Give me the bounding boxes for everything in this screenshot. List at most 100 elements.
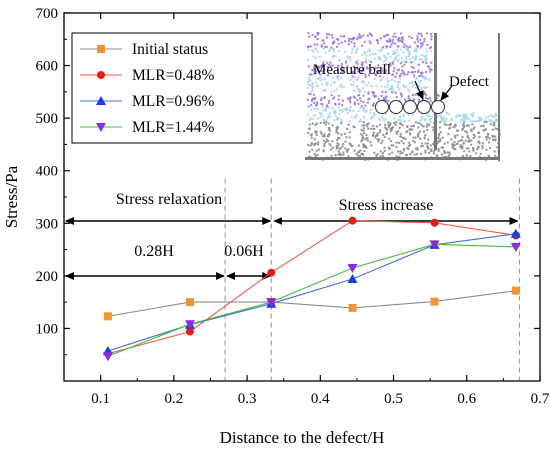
inset-particle: [462, 119, 465, 122]
inset-particle: [313, 43, 316, 46]
inset-particle: [355, 51, 358, 55]
inset-particle: [384, 112, 387, 116]
inset-particle: [417, 32, 420, 35]
inset-particle: [331, 36, 334, 39]
inset-particle: [374, 73, 378, 77]
inset-particle: [353, 96, 357, 100]
inset-particle: [444, 151, 447, 154]
inset-particle: [329, 148, 333, 151]
inset-particle: [412, 139, 415, 143]
data-point: [266, 298, 277, 308]
inset-particle: [437, 115, 440, 118]
inset-particle: [349, 96, 352, 99]
inset-measure-ball: [389, 100, 403, 114]
data-point: [103, 312, 112, 321]
inset-particle: [430, 49, 433, 53]
legend: Initial status MLR=0.48% MLR=0.96% MLR=1.44…: [71, 32, 253, 144]
inset-particle: [419, 81, 422, 84]
inset-particle: [382, 118, 385, 121]
inset-particle: [394, 91, 397, 95]
inset-particle: [402, 142, 405, 145]
inset-particle: [437, 149, 440, 153]
inset-particle: [318, 55, 321, 58]
inset-particle: [368, 50, 372, 53]
inset-particle: [395, 145, 398, 149]
inset-particle: [314, 96, 317, 100]
inset-particle: [406, 73, 409, 76]
inset-particle: [314, 57, 318, 60]
inset-particle: [388, 38, 391, 41]
inset-particle: [331, 76, 335, 79]
inset-particle: [316, 153, 319, 157]
inset-particle: [410, 65, 414, 69]
inset-particle: [315, 47, 318, 51]
inset-particle: [327, 134, 330, 138]
inset-particle: [440, 153, 444, 156]
inset-particle: [311, 69, 314, 72]
legend-label: MLR=1.44%: [132, 119, 214, 136]
inset-particle: [395, 72, 398, 75]
inset-particle: [340, 41, 343, 44]
inset-particle: [362, 34, 365, 37]
inset-particle: [360, 70, 363, 73]
data-point: [184, 320, 195, 330]
data-point: [185, 298, 194, 307]
inset-particle: [315, 85, 318, 88]
inset-particle: [340, 65, 344, 68]
inset-particle: [356, 151, 360, 154]
inset-particle: [407, 51, 411, 54]
inset-particle: [419, 45, 423, 48]
inset-particle: [471, 146, 475, 150]
inset-particle: [383, 67, 386, 70]
inset-particle: [383, 71, 386, 75]
inset-particle: [384, 90, 388, 94]
inset-particle: [451, 143, 455, 146]
inset-particle: [364, 145, 367, 148]
inset-particle: [368, 53, 371, 57]
inset-particle: [322, 60, 325, 63]
inset-particle: [401, 124, 404, 127]
inset-particle: [395, 141, 398, 144]
inset-particle: [352, 65, 355, 68]
inset-particle: [335, 130, 338, 134]
inset-particle: [437, 134, 441, 137]
inset-particle: [399, 32, 403, 35]
inset-particle: [369, 112, 372, 115]
inset-particle: [404, 153, 408, 157]
inset-particle: [465, 131, 469, 134]
inset-particle: [329, 90, 333, 93]
inset-particle: [356, 47, 359, 50]
inset-particle: [309, 144, 312, 147]
inset-particle: [382, 54, 386, 57]
inset-particle: [385, 39, 388, 42]
inset-particle: [424, 86, 427, 90]
inset-particle: [414, 86, 418, 89]
inset-simulation-image: [303, 27, 503, 162]
inset-particle: [429, 144, 432, 147]
inset-particle: [333, 81, 337, 84]
inset-particle: [359, 149, 362, 152]
inset-wall: [434, 33, 437, 150]
inset-particle: [311, 85, 315, 89]
inset-particle: [485, 148, 488, 151]
inset-particle: [306, 86, 310, 90]
inset-particle: [362, 81, 365, 84]
inset-particle: [410, 125, 413, 128]
inset-particle: [466, 117, 469, 120]
inset-particle: [430, 35, 433, 38]
inset-particle: [419, 137, 422, 140]
inset-particle: [386, 83, 389, 86]
inset-particle: [362, 146, 365, 149]
inset-particle: [341, 110, 344, 114]
inset-particle: [345, 136, 348, 139]
inset-particle: [470, 139, 473, 142]
inset-particle: [424, 118, 427, 122]
inset-particle: [310, 103, 313, 107]
inset-particle: [333, 102, 337, 106]
inset-particle: [407, 95, 410, 98]
inset-particle: [372, 94, 375, 97]
inset-particle: [407, 55, 410, 58]
inset-particle: [365, 133, 368, 137]
inset-particle: [417, 121, 420, 125]
inset-particle: [422, 125, 425, 128]
